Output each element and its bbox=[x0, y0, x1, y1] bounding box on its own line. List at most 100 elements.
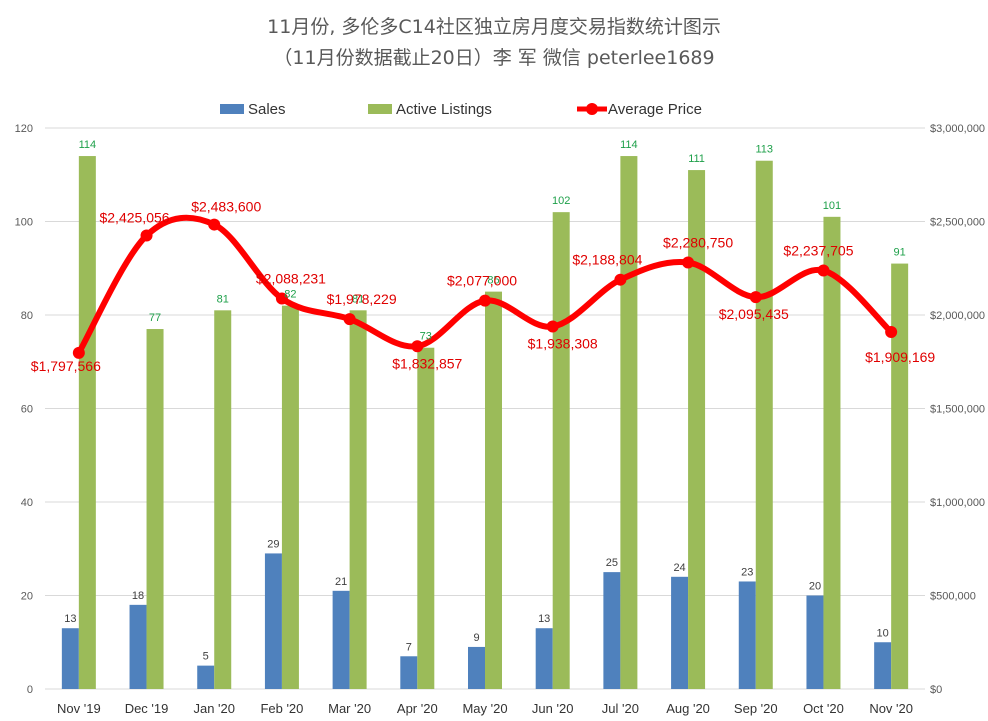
sales-data-label: 29 bbox=[267, 538, 279, 550]
legend-swatch bbox=[368, 104, 392, 114]
x-tick-label: Nov '19 bbox=[57, 701, 101, 716]
chart-title: 11月份, 多伦多C14社区独立房月度交易指数统计图示 bbox=[267, 16, 721, 38]
sales-bar bbox=[129, 604, 147, 689]
sales-data-label: 20 bbox=[809, 581, 821, 593]
active-listings-data-label: 114 bbox=[620, 139, 638, 151]
average-price-marker bbox=[411, 340, 424, 353]
sales-data-label: 7 bbox=[406, 641, 412, 653]
average-price-marker bbox=[208, 218, 221, 231]
sales-data-label: 10 bbox=[877, 627, 889, 639]
y-right-tick-label: $0 bbox=[930, 684, 942, 696]
active-listings-bar bbox=[214, 310, 232, 689]
x-tick-label: Apr '20 bbox=[397, 701, 438, 716]
average-price-data-label: $2,095,435 bbox=[719, 306, 789, 322]
x-tick-label: Mar '20 bbox=[328, 701, 371, 716]
legend-label: Average Price bbox=[608, 101, 702, 118]
active-listings-bar bbox=[281, 305, 299, 689]
average-price-data-label: $1,938,308 bbox=[528, 336, 598, 352]
y-right-tick-label: $1,500,000 bbox=[930, 404, 985, 416]
average-price-data-label: $1,797,566 bbox=[31, 358, 101, 374]
active-listings-data-label: 114 bbox=[79, 139, 97, 151]
y-right-tick-label: $2,000,000 bbox=[930, 310, 985, 322]
sales-bar bbox=[61, 628, 79, 689]
y-right-tick-label: $3,000,000 bbox=[930, 123, 985, 135]
average-price-marker bbox=[546, 320, 559, 333]
sales-data-label: 21 bbox=[335, 576, 347, 588]
average-price-marker bbox=[343, 313, 356, 326]
average-price-marker bbox=[682, 256, 695, 269]
sales-data-label: 13 bbox=[64, 613, 76, 625]
average-price-data-label: $2,237,705 bbox=[783, 243, 853, 259]
x-tick-label: Feb '20 bbox=[260, 701, 303, 716]
average-price-marker bbox=[479, 294, 491, 307]
x-tick-label: Dec '19 bbox=[125, 701, 169, 716]
active-listings-data-label: 81 bbox=[352, 293, 364, 305]
sales-bar bbox=[874, 642, 892, 689]
active-listings-data-label: 91 bbox=[894, 247, 906, 259]
sales-bar bbox=[738, 581, 756, 689]
sales-data-label: 24 bbox=[673, 562, 685, 574]
average-price-marker bbox=[72, 346, 85, 359]
sales-data-label: 18 bbox=[132, 590, 144, 602]
average-price-data-label: $2,077,000 bbox=[447, 273, 517, 289]
average-price-data-label: $2,280,750 bbox=[663, 234, 733, 250]
axes: 0 $0 20 $500,000 40 $1,000,000 60 $1,500,000 80 $… bbox=[15, 123, 985, 716]
sales-data-label: 9 bbox=[473, 632, 479, 644]
sales-bar bbox=[468, 646, 485, 689]
y-left-tick-label: 60 bbox=[21, 404, 33, 416]
active-listings-data-label: 101 bbox=[823, 200, 841, 212]
y-left-tick-label: 120 bbox=[15, 123, 33, 135]
active-listings-bar bbox=[485, 291, 502, 689]
active-listings-bar bbox=[349, 310, 367, 689]
sales-bar bbox=[264, 553, 282, 689]
active-listings-bar bbox=[755, 160, 773, 690]
active-listings-data-label: 113 bbox=[755, 144, 773, 156]
sales-bar bbox=[197, 665, 215, 689]
active-listings-data-label: 85 bbox=[487, 275, 499, 287]
average-price-data-label: $1,909,169 bbox=[865, 349, 935, 365]
price-line bbox=[72, 214, 898, 359]
average-price-marker bbox=[275, 292, 288, 305]
data-labels: 13 114 18 77 5 81 29 82 21 81 7 73 9 85 13 102 25 114 24 11… bbox=[31, 139, 936, 663]
average-price-data-label: $2,483,600 bbox=[191, 199, 261, 215]
active-listings-bar bbox=[620, 156, 638, 690]
legend-label: Sales bbox=[248, 101, 286, 118]
sales-data-label: 13 bbox=[538, 613, 550, 625]
x-tick-label: Aug '20 bbox=[666, 701, 710, 716]
average-price-data-label: $2,188,804 bbox=[572, 252, 642, 268]
y-right-tick-label: $2,500,000 bbox=[930, 217, 985, 229]
sales-bar bbox=[535, 628, 553, 689]
sales-bar bbox=[332, 590, 350, 689]
y-left-tick-label: 0 bbox=[27, 684, 33, 696]
y-right-tick-label: $1,000,000 bbox=[930, 497, 985, 509]
active-listings-bar bbox=[552, 212, 570, 689]
sales-data-label: 5 bbox=[203, 651, 209, 663]
x-tick-label: Sep '20 bbox=[734, 701, 778, 716]
average-price-data-label: $2,425,056 bbox=[99, 210, 169, 226]
y-left-tick-label: 20 bbox=[21, 591, 33, 603]
x-tick-label: May '20 bbox=[462, 701, 507, 716]
sales-bar bbox=[603, 572, 621, 689]
active-listings-bar bbox=[146, 329, 164, 689]
average-price-marker bbox=[817, 264, 830, 277]
active-listings-data-label: 102 bbox=[552, 195, 570, 207]
active-listings-bar bbox=[688, 170, 706, 689]
bars bbox=[61, 156, 909, 690]
sales-bar bbox=[806, 595, 824, 689]
active-listings-bar bbox=[823, 216, 841, 689]
active-listings-data-label: 111 bbox=[688, 153, 705, 165]
chart-subtitle: （11月份数据截止20日）李 军 微信 peterlee1689 bbox=[273, 47, 714, 69]
average-price-data-label: $1,832,857 bbox=[392, 355, 462, 371]
active-listings-bar bbox=[417, 347, 435, 689]
active-listings-bar bbox=[891, 263, 909, 689]
y-right-tick-label: $500,000 bbox=[930, 591, 976, 603]
y-left-tick-label: 40 bbox=[21, 497, 33, 509]
legend: Sales Active Listings Average Price bbox=[220, 101, 702, 118]
sales-bar bbox=[400, 656, 418, 689]
sales-bar bbox=[671, 576, 689, 689]
y-left-tick-label: 100 bbox=[15, 217, 33, 229]
active-listings-data-label: 73 bbox=[420, 331, 432, 343]
sales-data-label: 23 bbox=[741, 566, 753, 578]
average-price-marker bbox=[749, 291, 762, 304]
